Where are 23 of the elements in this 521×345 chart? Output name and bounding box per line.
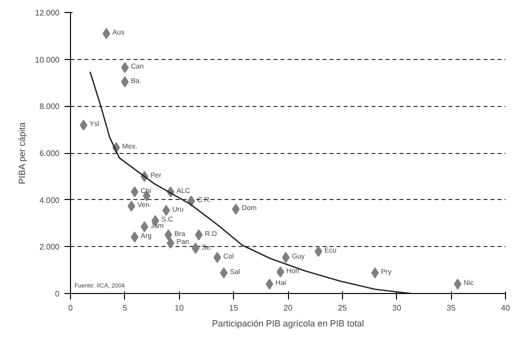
x-tick-label: 10 [174, 304, 184, 312]
x-tick-label: 15 [229, 304, 239, 312]
y-tick-label: 12.000 [35, 8, 60, 18]
point [213, 252, 222, 263]
x-tick-label: 0 [68, 304, 74, 312]
x-tick-label: 30 [392, 304, 402, 312]
y-tick-label: 4.000 [39, 196, 60, 205]
point [162, 204, 170, 216]
point [282, 252, 290, 263]
y-tick-label: 6.000 [39, 149, 60, 158]
x-axis-title: Participación PIB agrícola en PIB total [212, 318, 364, 328]
y-tick-label: 2.000 [39, 242, 60, 252]
point [194, 229, 203, 240]
x-tick-label: 35 [446, 304, 456, 312]
y-tick-label: 10.000 [35, 55, 60, 64]
x-tick-label: 20 [284, 304, 293, 312]
point [232, 204, 240, 215]
y-axis-title: PIBA per cápita [17, 122, 28, 184]
x-tick-label: 25 [338, 304, 348, 312]
x-tick-label: 40 [501, 304, 510, 312]
y-tick-label: 8.000 [39, 102, 60, 112]
x-tick-label: 5 [122, 304, 128, 312]
y-tick-label: 0 [55, 290, 60, 298]
